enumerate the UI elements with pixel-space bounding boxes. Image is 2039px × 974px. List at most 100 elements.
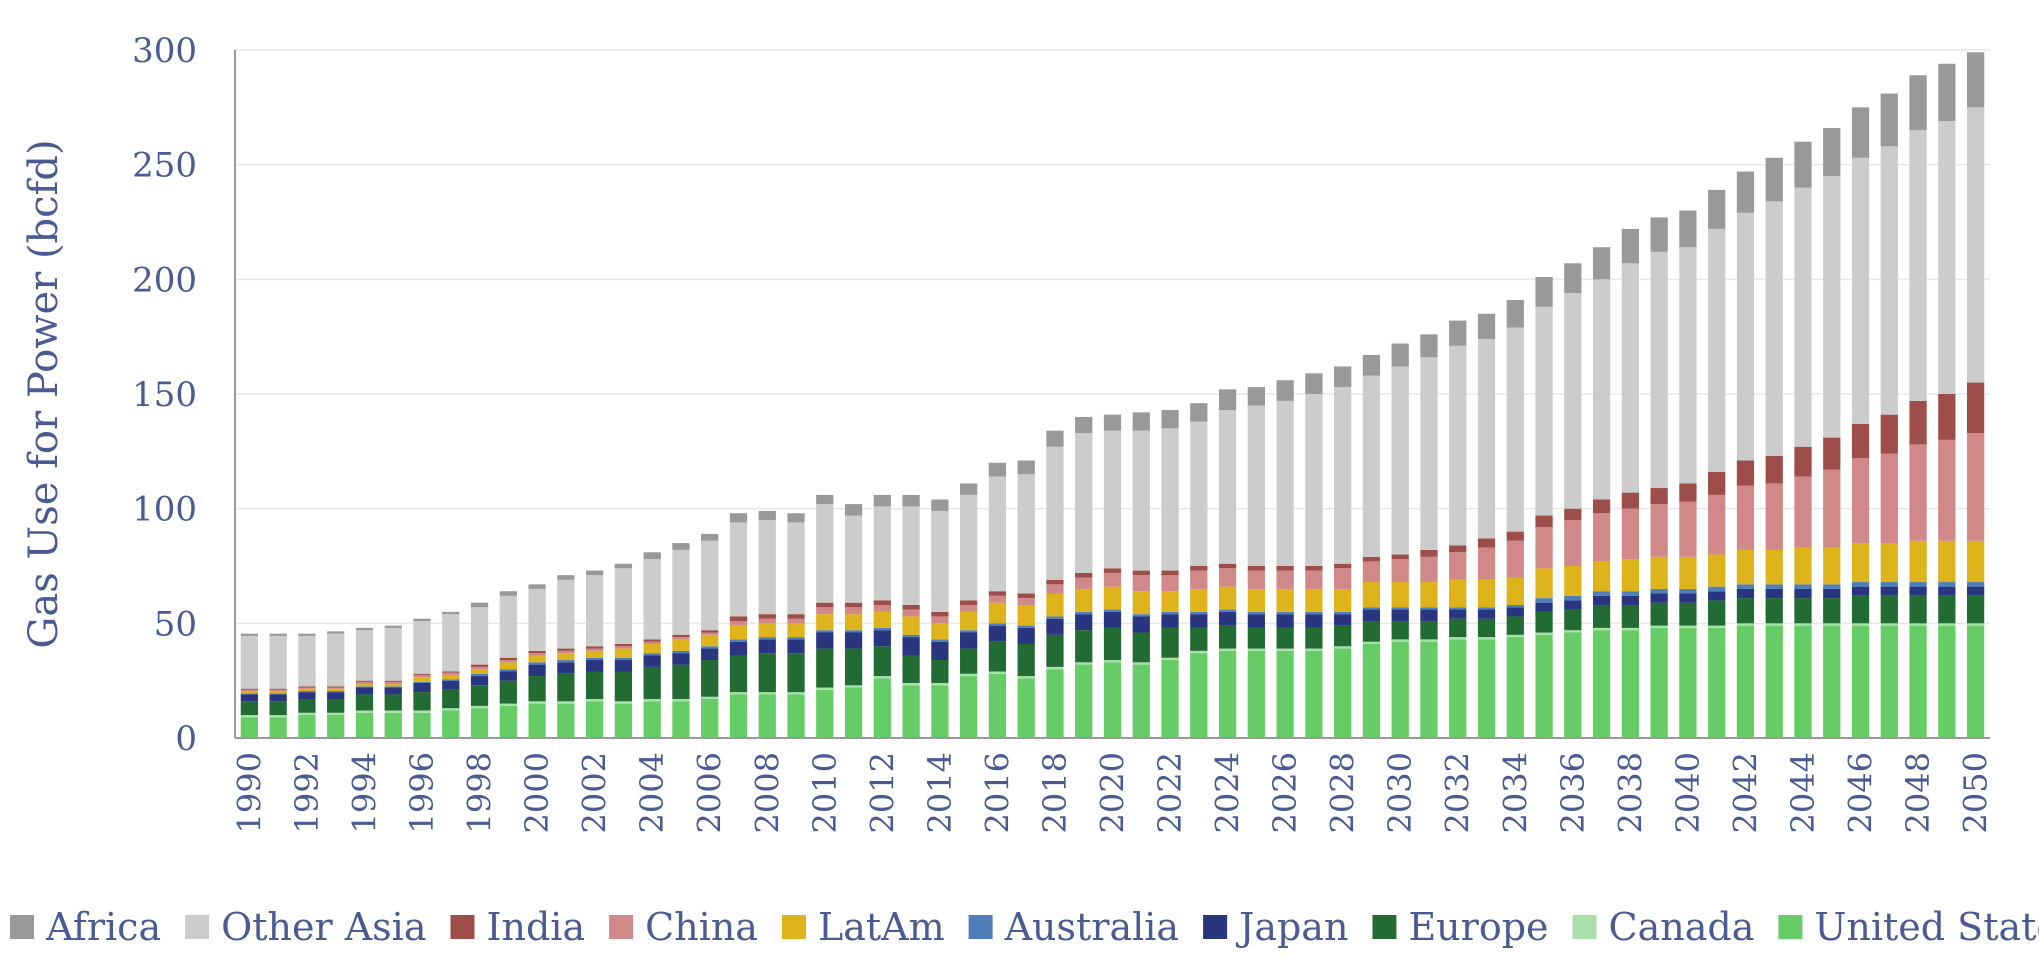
bar-segment	[643, 701, 661, 738]
bar-segment	[1391, 554, 1409, 560]
bar-segment	[1334, 588, 1352, 612]
bar-segment	[499, 705, 517, 738]
bar-segment	[1765, 625, 1783, 738]
bar-segment	[1823, 176, 1841, 438]
bar-segment	[787, 623, 805, 638]
bar-segment	[1708, 471, 1726, 495]
bar-segment	[988, 595, 1007, 603]
bar-segment	[240, 689, 259, 691]
bar-segment	[1564, 263, 1582, 294]
bar-segment	[1851, 586, 1870, 596]
bar-segment	[1823, 437, 1841, 470]
bar-segment	[1621, 508, 1639, 560]
bar-segment	[1966, 52, 1985, 108]
bar-segment	[1535, 611, 1553, 633]
bar-segment	[701, 634, 719, 647]
bar-segment	[960, 648, 978, 674]
bar-segment	[1132, 570, 1150, 576]
bar-segment	[1449, 618, 1467, 638]
bar-segment	[1362, 561, 1381, 583]
bar-segment	[355, 680, 374, 682]
bar-segment	[1362, 641, 1381, 644]
bar-segment	[816, 602, 834, 608]
bar-segment	[1305, 648, 1323, 651]
bar-segment	[240, 693, 259, 695]
bar-segment	[1794, 446, 1812, 477]
bar-segment	[499, 657, 517, 661]
bar-segment	[672, 639, 690, 651]
bar-segment	[988, 462, 1007, 477]
bar-segment	[816, 504, 834, 603]
bar-segment	[701, 540, 719, 631]
bar-segment	[1046, 579, 1064, 585]
bar-segment	[499, 595, 517, 658]
bar-segment	[988, 591, 1007, 596]
legend-item-other-asia: Other Asia	[185, 905, 427, 949]
x-tick-label: 2002	[576, 752, 614, 833]
bar-segment	[557, 701, 575, 704]
x-tick-label: 2038	[1611, 752, 1649, 833]
bar-segment	[384, 712, 402, 738]
bar-segment	[1247, 405, 1265, 566]
legend-item-united-states: United States	[1778, 905, 2039, 949]
bar-segment	[1679, 556, 1697, 589]
bar-segment	[327, 687, 345, 689]
bar-segment	[298, 635, 316, 687]
bar-segment	[787, 639, 805, 654]
bar-segment	[384, 710, 402, 713]
bar-segment	[902, 616, 920, 635]
bar-segment	[643, 643, 661, 654]
bar-segment	[816, 614, 834, 631]
bar-segment	[873, 630, 891, 647]
bar-segment	[1535, 634, 1553, 738]
bar-segment	[614, 657, 633, 661]
bar-segment	[1794, 187, 1812, 447]
bar-segment	[931, 660, 949, 683]
bar-segment	[1017, 598, 1035, 605]
bar-segment	[499, 660, 517, 663]
bar-segment	[1736, 212, 1755, 461]
bar-segment	[1880, 414, 1898, 454]
bar-segment	[1823, 469, 1841, 548]
bar-segment	[844, 504, 863, 516]
bar-segment	[902, 637, 920, 656]
bar-segment	[240, 694, 259, 702]
bar-segment	[1276, 400, 1294, 566]
bar-segment	[1592, 627, 1611, 631]
bar-segment	[442, 611, 460, 615]
bar-segment	[1305, 650, 1323, 738]
bar-segment	[1218, 648, 1237, 651]
bar-segment	[988, 641, 1007, 672]
axes	[234, 50, 1990, 739]
bar-segment	[1420, 621, 1438, 640]
bar-segment	[269, 701, 287, 716]
legend-label: China	[645, 905, 758, 949]
bar-segment	[1420, 582, 1438, 608]
x-tick-label: 2030	[1381, 752, 1419, 833]
bar-segment	[816, 630, 834, 633]
bar-segment	[1564, 566, 1582, 596]
bar-segment	[1420, 549, 1438, 557]
bar-segment	[729, 513, 748, 523]
bar-segment	[355, 630, 374, 681]
bar-segment	[729, 692, 748, 695]
bar-segment	[1190, 614, 1208, 628]
bar-segment	[413, 710, 431, 713]
bar-segment	[1851, 625, 1870, 738]
x-tick-label: 2012	[863, 752, 901, 833]
bar-segment	[442, 679, 460, 681]
bar-segment	[298, 699, 316, 713]
bar-segment	[931, 623, 949, 640]
x-tick-label: 2044	[1784, 752, 1822, 833]
bar-segment	[327, 692, 345, 700]
bar-segment	[327, 686, 345, 688]
bar-segment	[1708, 189, 1726, 229]
bar-segment	[1650, 556, 1668, 589]
bar-segment	[672, 701, 690, 738]
bar-segment	[672, 699, 690, 702]
bar-segment	[1506, 604, 1524, 608]
legend-label: LatAm	[818, 905, 945, 949]
bar-segment	[557, 579, 575, 649]
bar-segment	[1362, 355, 1381, 376]
bar-segment	[1592, 630, 1611, 738]
